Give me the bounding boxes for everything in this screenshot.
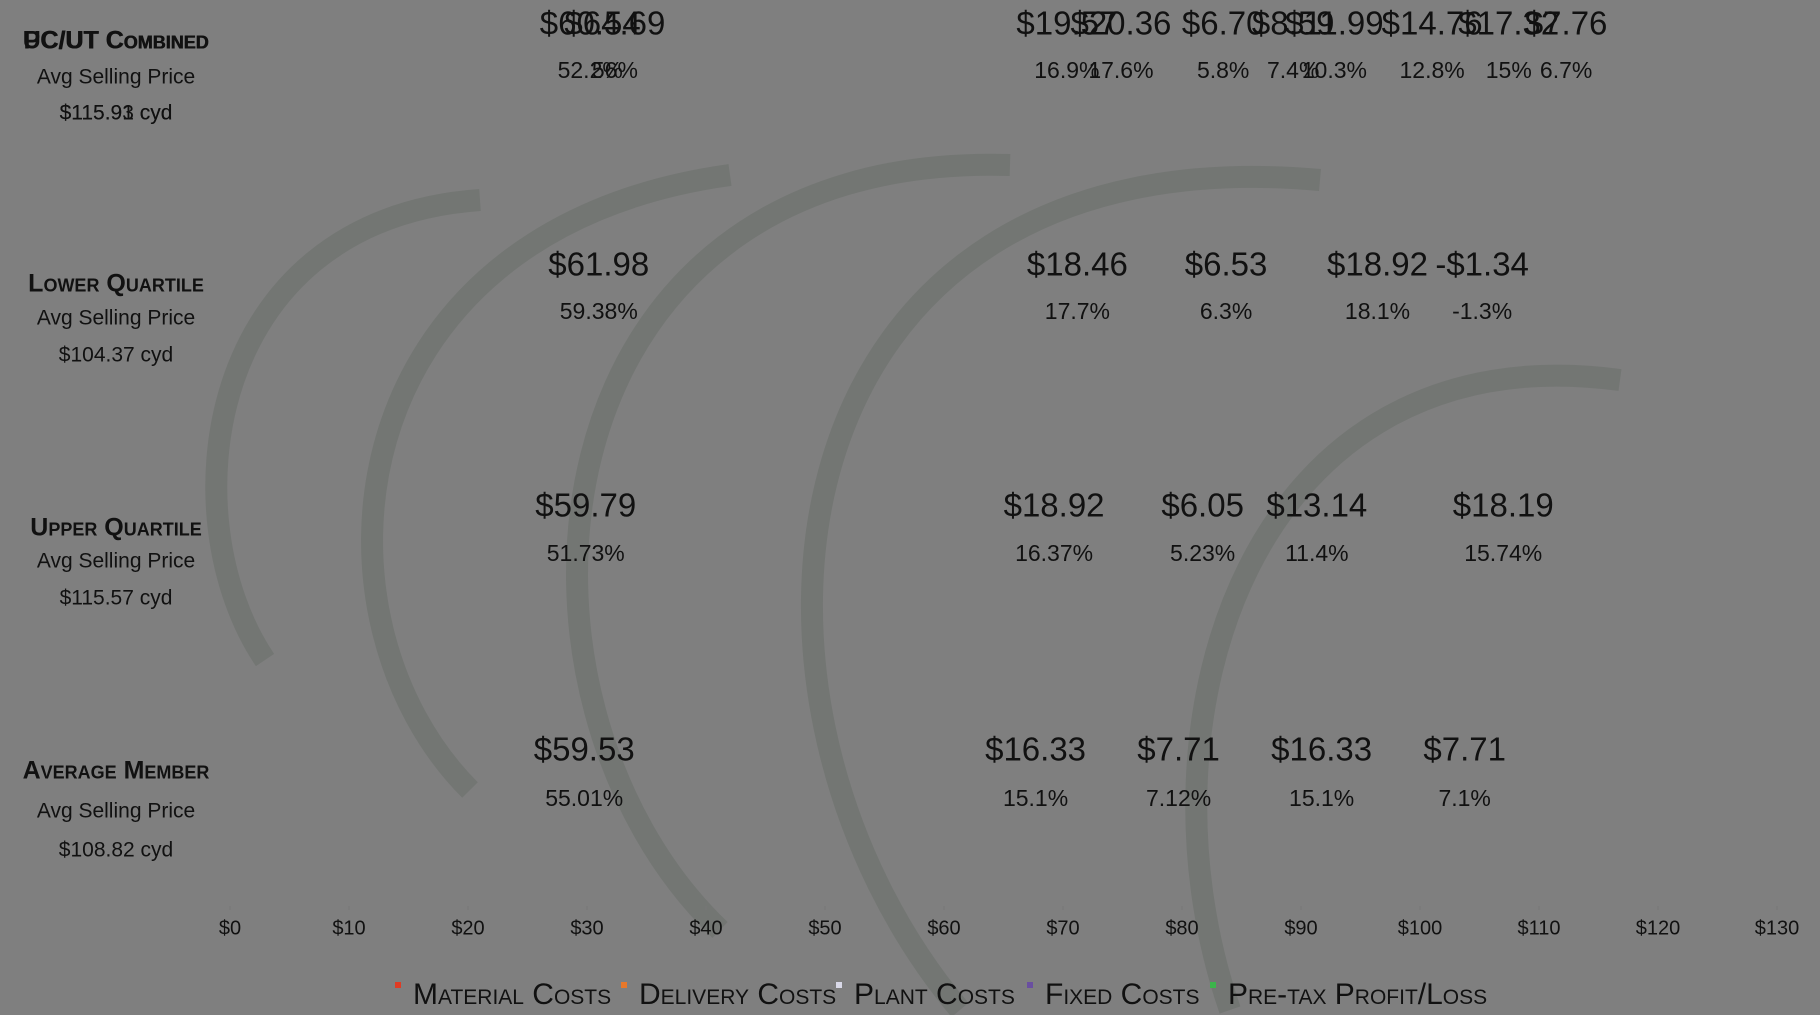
value-label: $6.70 [1182, 5, 1265, 42]
price-caption: Avg Selling Price [37, 66, 195, 89]
value-label: $59.53 [534, 731, 635, 768]
value-label: $7.71 [1423, 731, 1506, 768]
value-label: $7.71 [1137, 731, 1220, 768]
share-label: 18.1% [1345, 298, 1410, 324]
share-label: 5.23% [1170, 540, 1235, 566]
value-label: $18.19 [1453, 487, 1554, 524]
x-tick-label: $0 [219, 917, 241, 939]
value-label: $14.76 [1382, 5, 1483, 42]
share-label: 55.01% [545, 785, 623, 811]
x-tick-label: $60 [927, 917, 960, 939]
value-label: $20.36 [1070, 5, 1171, 42]
category-label: Upper Quartile [30, 514, 201, 542]
category-label: Lower Quartile [28, 270, 204, 298]
value-label: $18.92 [1004, 487, 1105, 524]
share-label: 6.3% [1200, 298, 1252, 324]
price-caption: Avg Selling Price [37, 550, 195, 573]
value-label: $18.92 [1327, 246, 1428, 283]
price-label: $115.91 cyd [60, 102, 173, 125]
category-label: UC/UT Combined [23, 27, 209, 55]
share-label: 15% [1486, 57, 1532, 83]
x-tick-label: $40 [689, 917, 722, 939]
share-label: 5.8% [1197, 57, 1249, 83]
value-label: $11.99 [1285, 5, 1383, 42]
share-label: 15.1% [1289, 785, 1354, 811]
x-tick-label: $90 [1284, 917, 1317, 939]
x-tick-label: $30 [570, 917, 603, 939]
share-label: 6.7% [1540, 57, 1592, 83]
x-tick-label: $130 [1755, 917, 1800, 939]
share-label: 51.73% [547, 540, 625, 566]
share-label: 15.74% [1464, 540, 1542, 566]
value-label: $8.59 [1252, 5, 1335, 42]
price-caption: Avg Selling Price [37, 307, 195, 330]
legend-label: Material Costs [413, 978, 611, 1011]
legend-label: Plant Costs [854, 978, 1015, 1011]
share-label: 11.4% [1285, 540, 1349, 566]
x-tick-label: $80 [1165, 917, 1198, 939]
share-label: -1.3% [1452, 298, 1512, 324]
x-tick-label: $10 [332, 917, 365, 939]
share-label: 10.3% [1302, 57, 1367, 83]
value-label: $13.14 [1266, 487, 1367, 524]
value-label: $16.33 [1271, 731, 1372, 768]
legend-label: Delivery Costs [639, 978, 836, 1011]
price-caption: Avg Selling Price [37, 800, 195, 823]
share-label: 7.4% [1267, 57, 1319, 83]
price-label: $108.82 cyd [59, 839, 173, 862]
legend-label: Pre-tax Profit/Loss [1228, 978, 1487, 1011]
share-label: 7.12% [1146, 785, 1211, 811]
value-label: -$1.34 [1435, 246, 1529, 283]
value-label: $60.54 [540, 5, 641, 42]
x-tick-label: $110 [1517, 917, 1560, 939]
value-label: $61.98 [548, 246, 649, 283]
legend-swatch [1027, 982, 1033, 988]
share-label: 16.9% [1034, 57, 1099, 83]
x-tick-label: $70 [1046, 917, 1079, 939]
category-label: Average Member [23, 757, 210, 785]
value-label: $19.57 [1016, 5, 1117, 42]
share-label: 17.6% [1088, 57, 1153, 83]
x-tick-label: $100 [1398, 917, 1443, 939]
share-label: 59.38% [560, 298, 638, 324]
legend-label: Fixed Costs [1045, 978, 1200, 1011]
x-tick-label: $50 [808, 917, 841, 939]
value-label: $6.53 [1185, 246, 1268, 283]
value-label: $6.05 [1161, 487, 1244, 524]
share-label: 17.7% [1045, 298, 1110, 324]
value-label: $7.76 [1525, 5, 1608, 42]
x-tick-label: $120 [1636, 917, 1681, 939]
share-label: 15.1% [1003, 785, 1068, 811]
legend-swatch [395, 982, 401, 988]
share-label: 7.1% [1438, 785, 1490, 811]
legend-swatch [836, 982, 842, 988]
x-tick-label: $20 [451, 917, 484, 939]
value-label: $18.46 [1027, 246, 1128, 283]
value-label: $16.33 [985, 731, 1086, 768]
share-label: 56% [592, 57, 638, 83]
legend-swatch [1210, 982, 1216, 988]
value-label: $64.69 [564, 5, 665, 42]
category-label: PC/UT Combined [24, 27, 209, 55]
share-label: 52.2% [558, 57, 623, 83]
price-label: $115.57 cyd [60, 587, 173, 610]
share-label: 12.8% [1400, 57, 1465, 83]
price-label: $115.93 cyd [60, 102, 173, 125]
share-label: 16.37% [1015, 540, 1093, 566]
value-label: $17.32 [1458, 5, 1559, 42]
legend-swatch [621, 982, 627, 988]
price-label: $104.37 cyd [59, 344, 173, 367]
value-label: $59.79 [535, 487, 636, 524]
background-arcs [205, 153, 1622, 1015]
